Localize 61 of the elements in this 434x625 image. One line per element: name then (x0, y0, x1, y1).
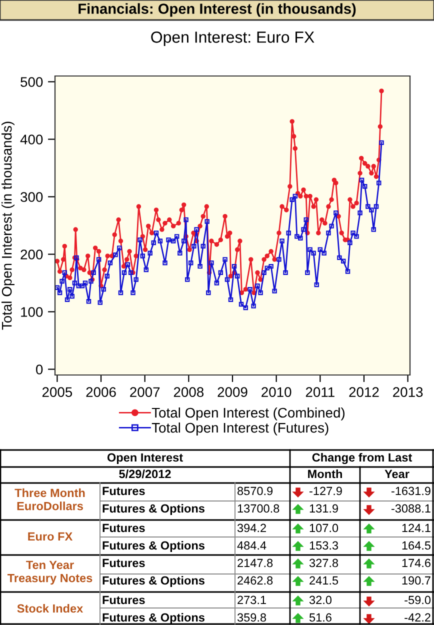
legend-label: Total Open Interest (Combined) (152, 407, 344, 420)
text: 241.5 (310, 576, 338, 585)
text: -3088.1 (391, 504, 430, 513)
x-tick-label: 2008 (174, 387, 204, 398)
x-tick-label: 2012 (349, 387, 379, 398)
text: 174.6 (402, 558, 430, 568)
text: Stock Index (17, 604, 84, 613)
y-tick-label: 300 (20, 192, 43, 202)
y-axis-title: Total Open Interest (in thousands) (2, 122, 14, 330)
text: 51.6 (309, 613, 332, 622)
x-tick-label: 2010 (262, 387, 292, 398)
y-tick-label: 500 (20, 77, 43, 87)
text: 327.8 (309, 558, 338, 568)
text: 153.3 (310, 541, 338, 550)
text: 190.7 (402, 576, 430, 585)
legend-label: Total Open Interest (Futures) (152, 422, 328, 436)
text: Futures & Options (102, 540, 204, 552)
text: 131.9 (310, 504, 338, 513)
text: Ten Year Treasury Notes (7, 560, 92, 585)
text: Futures & Options (102, 504, 204, 516)
chart-title: Open Interest: Euro FX (151, 32, 314, 46)
text: 164.5 (402, 541, 431, 550)
text: 5/29/2012 (119, 469, 171, 478)
text: Month (308, 469, 342, 478)
text: -42.2 (404, 613, 430, 622)
y-tick-label: 400 (20, 134, 43, 144)
text: Three Month EuroDollars (14, 488, 85, 510)
text: 124.1 (402, 524, 430, 532)
text: Futures (102, 558, 145, 568)
x-tick-label: 2006 (86, 387, 116, 398)
text: Futures (102, 486, 145, 496)
x-tick-label: 2005 (42, 387, 72, 398)
y-tick-label: 0 (36, 364, 43, 374)
text: Futures & Options (102, 576, 204, 588)
text: 359.8 (237, 613, 266, 622)
text: -1631.9 (391, 486, 430, 496)
text: 32.0 (309, 596, 332, 604)
text: Change from Last (312, 452, 412, 464)
y-tick-label: 200 (20, 250, 43, 260)
x-tick-label: 2007 (130, 387, 160, 398)
text: 2462.8 (238, 576, 273, 585)
y-tick-label: 100 (21, 307, 43, 317)
text: 107.0 (310, 524, 338, 532)
x-tick-label: 2013 (393, 387, 423, 398)
text: Futures (102, 596, 145, 604)
text: 394.2 (237, 524, 266, 532)
text: 2147.8 (238, 558, 273, 568)
text: Futures & Options (102, 612, 204, 624)
x-tick-label: 2009 (218, 387, 248, 398)
text: -127.9 (310, 486, 342, 496)
text: 8570.9 (238, 486, 273, 496)
text: 273.1 (238, 596, 266, 604)
text: -59.0 (404, 596, 431, 604)
x-tick-label: 2011 (306, 387, 334, 398)
text: Euro FX (28, 532, 73, 541)
text: Year (384, 470, 410, 478)
text: Financials: Open Interest (in thousands) (78, 3, 356, 17)
text: 13700.8 (238, 504, 280, 513)
text: Open Interest (107, 453, 183, 464)
text: Futures (102, 524, 145, 532)
text: 484.4 (237, 541, 266, 550)
